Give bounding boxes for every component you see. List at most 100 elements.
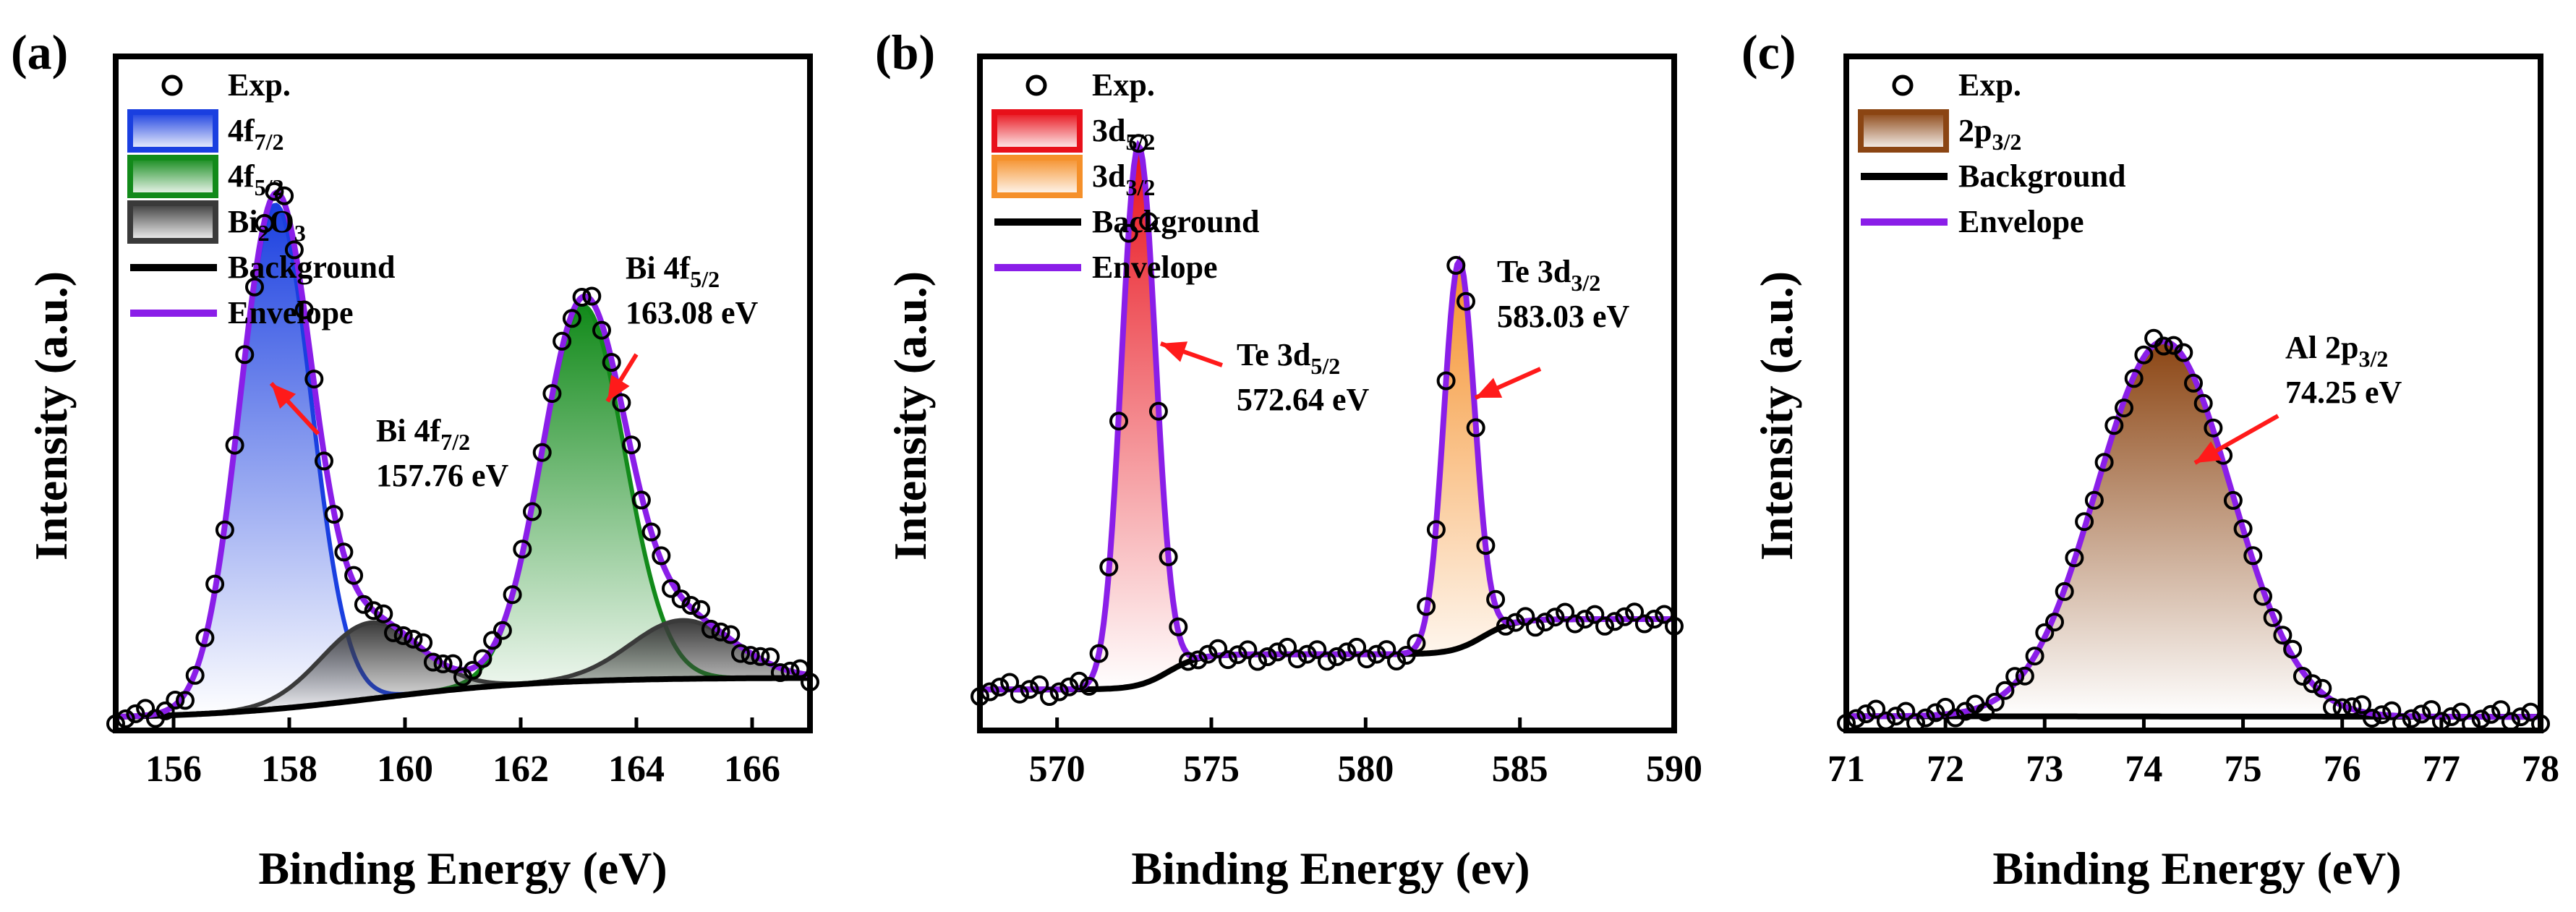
exp-point-c — [2253, 587, 2272, 606]
exp-point-b — [1248, 652, 1267, 671]
exp-point-c — [2184, 373, 2203, 393]
annotation-value: 74.25 eV — [2285, 375, 2402, 410]
x-tick-label-b: 585 — [1492, 749, 1548, 790]
annotation-title-text: Te 3d — [1237, 337, 1310, 372]
x-axis-label-b: Binding Energy (ev) — [1131, 843, 1530, 894]
legend-label-sub2: 3 — [294, 220, 306, 246]
exp-point-a — [275, 186, 294, 205]
exp-point-c — [2332, 698, 2352, 717]
exp-point-c — [2342, 697, 2362, 717]
exp-point-b — [1297, 644, 1317, 664]
annotation-arrowhead — [607, 375, 630, 401]
exp-point-b — [1526, 618, 1545, 637]
legend-label: Exp. — [1958, 67, 2021, 103]
exp-point-c — [2204, 418, 2223, 438]
exp-point-a — [572, 288, 592, 307]
exp-point-a — [364, 601, 383, 621]
y-axis-label-b: Intensity (a.u.) — [884, 271, 936, 561]
exp-point-a — [423, 652, 443, 672]
x-tick-label-c: 75 — [2225, 749, 2262, 790]
legend-marker-icon — [161, 74, 183, 96]
exp-point-c — [2362, 709, 2381, 728]
exp-point-b — [1337, 642, 1357, 662]
exp-point-c — [2323, 697, 2342, 717]
exp-point-a — [492, 621, 512, 640]
exp-point-b — [1268, 642, 1287, 662]
exp-point-c — [2303, 674, 2322, 694]
legend-label: Exp. — [228, 67, 291, 103]
exp-point-a — [503, 585, 522, 605]
exp-point-b — [1645, 610, 1664, 628]
exp-point-c — [2372, 705, 2392, 725]
exp-point-c — [2104, 416, 2124, 435]
legend-label-sub: 7/2 — [255, 129, 284, 155]
exp-point-a — [513, 540, 532, 559]
exp-point-b — [1020, 680, 1039, 699]
annotation-value: 572.64 eV — [1237, 382, 1370, 417]
y-axis-label-a: Intensity (a.u.) — [25, 271, 77, 561]
exp-point-a — [176, 691, 195, 710]
exp-point-b — [1496, 616, 1515, 636]
legend-label: Background — [1958, 158, 2126, 194]
plot-area-a: 156 158 160 162 164 166Exp.4f7/24f5/2Bi2O3Bac… — [106, 67, 819, 790]
exp-point-a — [344, 566, 364, 585]
plot-area-c: 71 72 73 74 75 76 77 78Exp.2p3/2BackgroundEnvel… — [1827, 67, 2559, 790]
exp-point-a — [641, 522, 661, 542]
axes-frame-c — [1843, 54, 2543, 733]
annotation-title-sub: 5/2 — [690, 266, 720, 292]
x-tick-label-c: 73 — [2026, 749, 2063, 790]
annotation-title-text: Bi 4f — [626, 250, 691, 286]
exp-point-a — [384, 623, 403, 642]
exp-point-a — [433, 654, 453, 673]
exp-point-a — [126, 704, 145, 723]
exp-point-b — [1327, 647, 1347, 666]
exp-point-b — [1089, 644, 1109, 663]
exp-point-a — [443, 654, 463, 673]
peak-fill-a-1 — [116, 306, 810, 717]
exp-point-c — [1926, 703, 1945, 723]
panel-label-c: (c) — [1741, 25, 1796, 80]
exp-point-a — [780, 661, 800, 681]
exp-point-a — [622, 435, 641, 455]
exp-point-b — [1417, 597, 1436, 616]
legend-swatch — [127, 155, 218, 198]
exp-point-b — [1000, 673, 1020, 692]
exp-point-a — [631, 490, 651, 510]
x-tick-label-a: 160 — [377, 749, 433, 790]
exp-point-c — [2283, 639, 2303, 659]
exp-point-a — [523, 502, 542, 521]
annotation-arrowhead — [1161, 341, 1188, 362]
legend-label: Background — [1092, 204, 1260, 239]
panel-c: (c) Intensity (a.u.) Binding Energy (eV)… — [1741, 25, 2559, 894]
exp-point-a — [731, 644, 750, 663]
exp-point-b — [1634, 614, 1654, 634]
exp-point-c — [1995, 681, 2015, 700]
background-line-a — [115, 675, 811, 720]
exp-point-c — [2273, 626, 2293, 645]
exp-point-c — [2412, 704, 2431, 724]
exp-point-b — [1377, 640, 1396, 660]
exp-point-b — [1139, 212, 1159, 231]
x-tick-label-c: 74 — [2125, 749, 2162, 790]
exp-point-a — [374, 604, 393, 623]
exp-point-c — [2075, 512, 2094, 532]
exp-point-c — [2154, 336, 2173, 356]
exp-point-b — [1129, 134, 1148, 153]
exp-point-c — [2193, 393, 2213, 413]
exp-point-b — [1159, 547, 1178, 566]
exp-point-c — [2233, 519, 2253, 539]
exp-point-c — [2353, 695, 2372, 715]
exp-point-b — [1238, 640, 1258, 660]
exp-point-c — [2035, 623, 2055, 642]
exp-point-c — [2025, 647, 2044, 666]
legend-label: 3d5/2 — [1092, 113, 1155, 155]
panel-label-a: (a) — [11, 25, 68, 80]
exp-point-c — [2134, 345, 2154, 365]
exp-point-a — [185, 665, 205, 685]
exp-point-a — [542, 384, 562, 404]
annotation-title-text: Al 2p — [2285, 330, 2358, 365]
legend-label: Envelope — [1958, 204, 2084, 239]
axes-frame-b — [977, 54, 1677, 733]
exp-point-b — [1426, 520, 1446, 540]
exp-point-a — [532, 443, 552, 462]
